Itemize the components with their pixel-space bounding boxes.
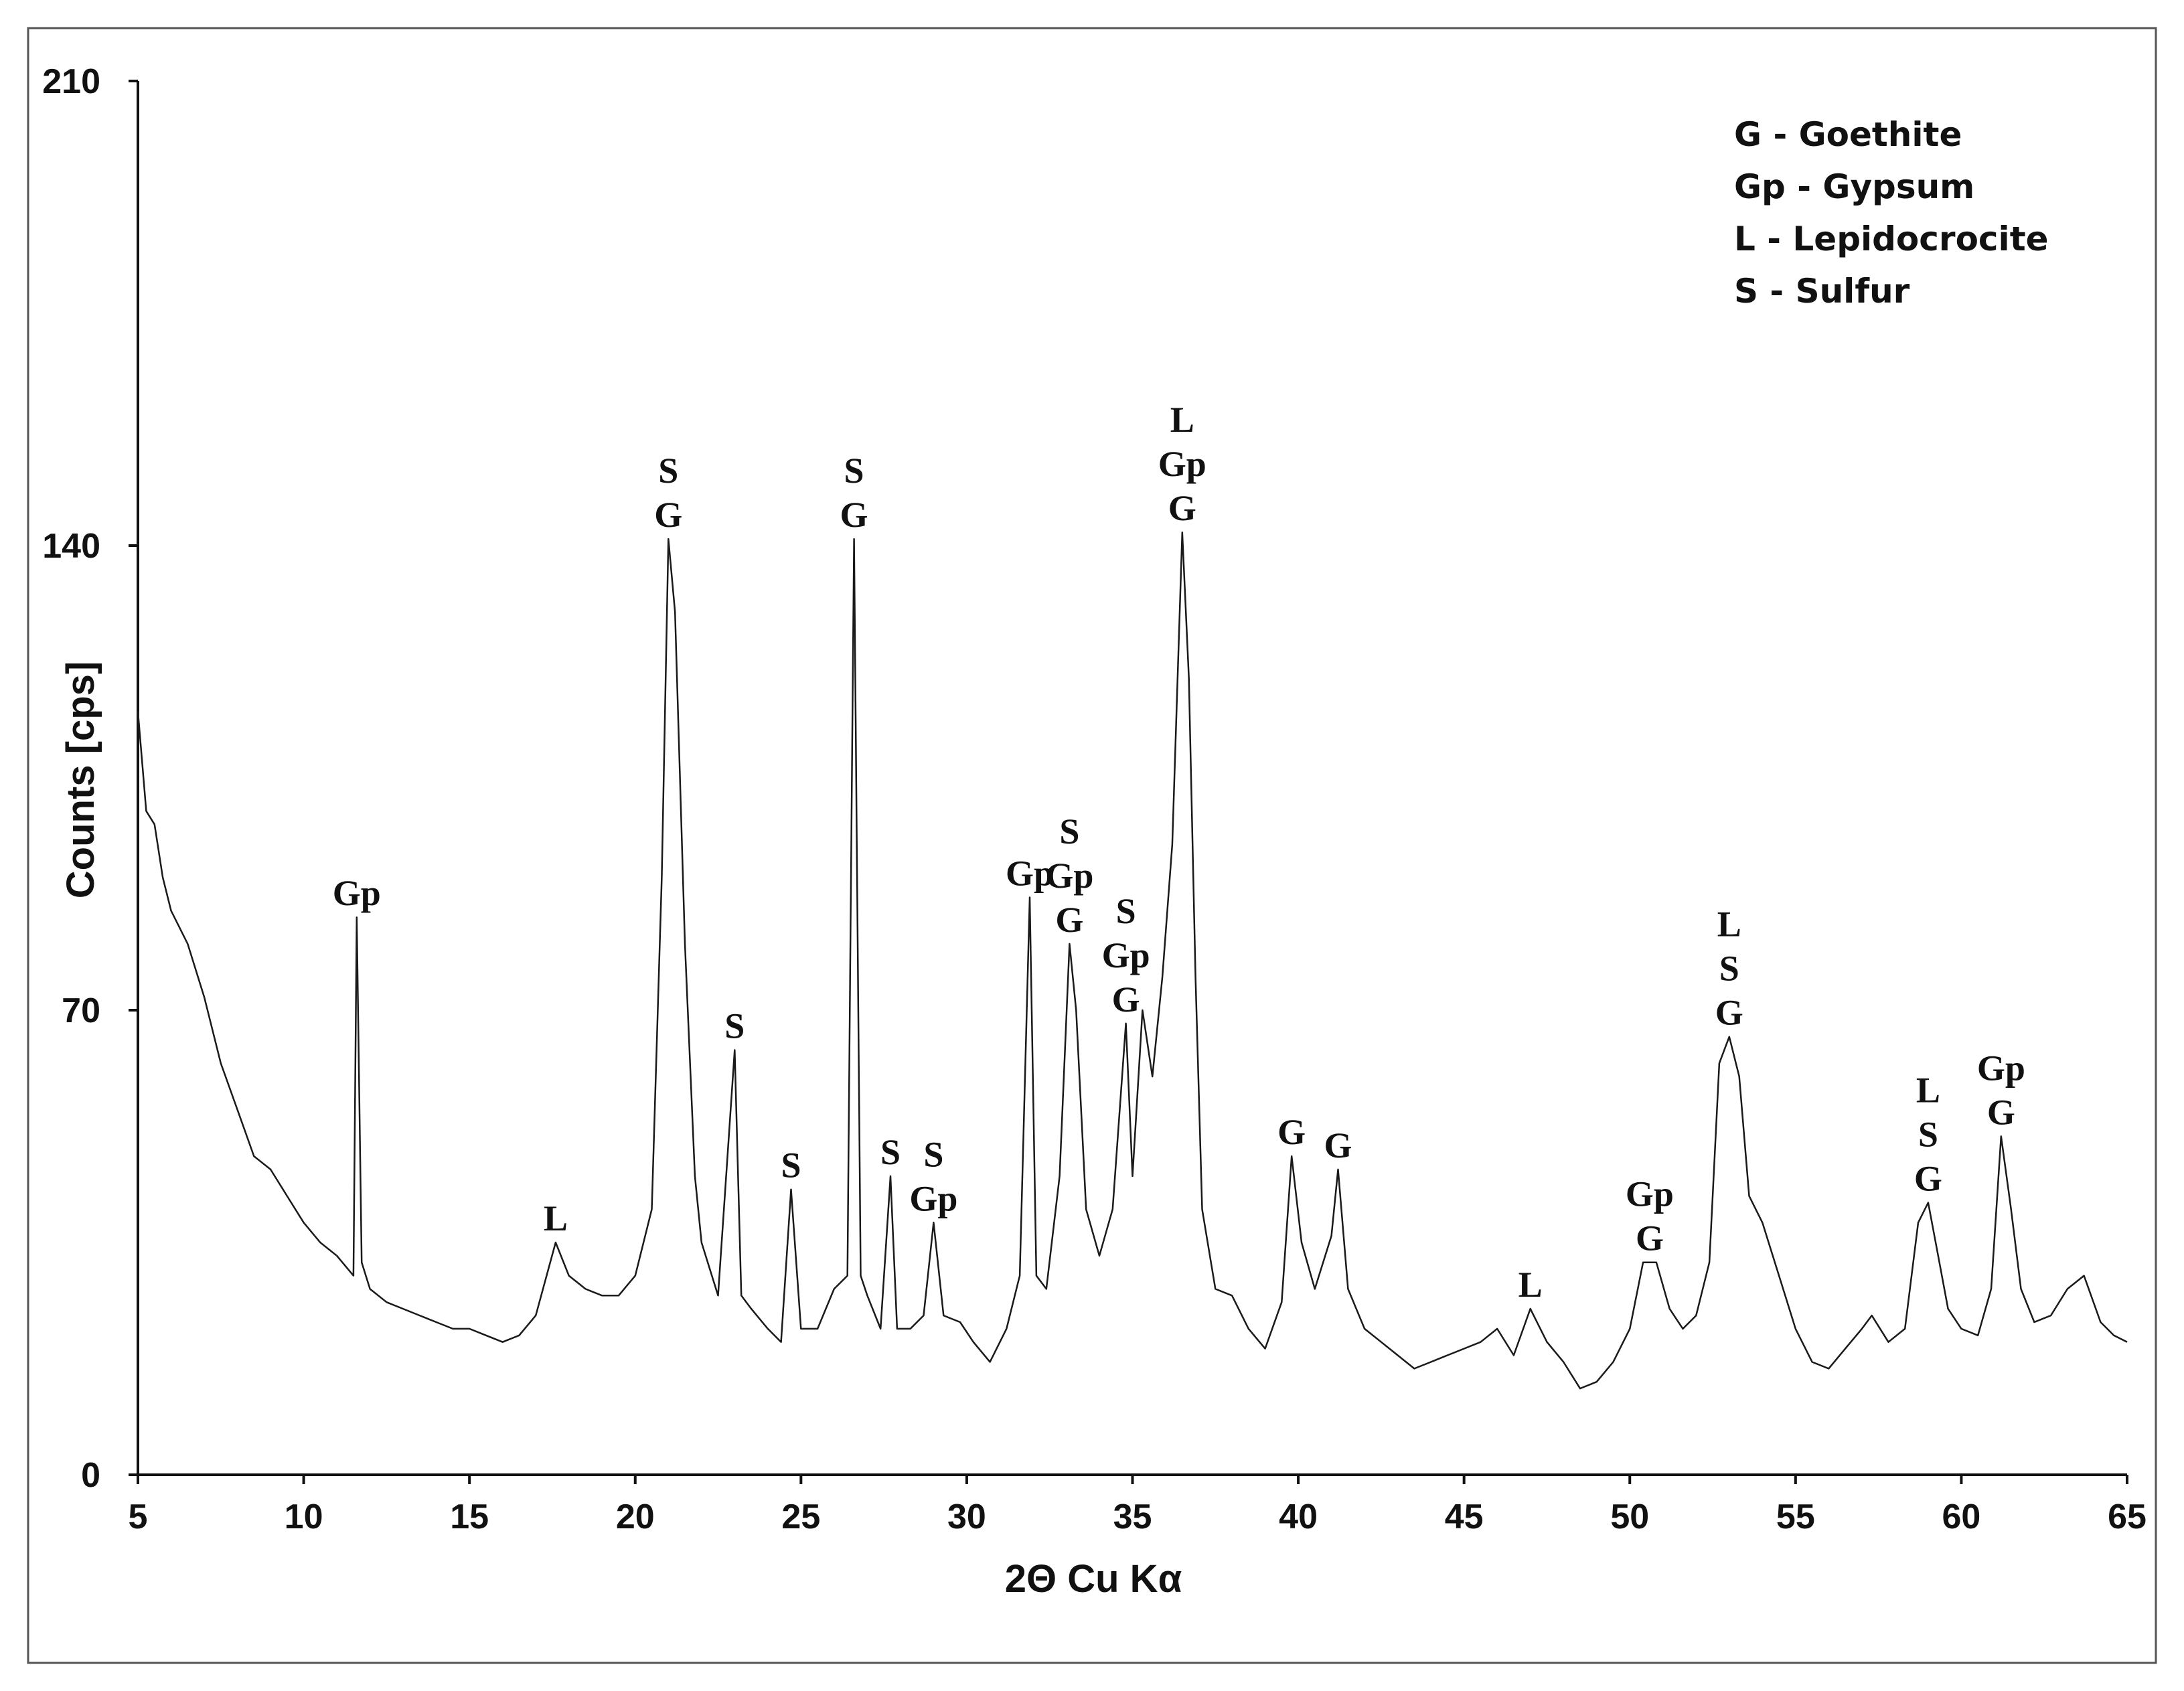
x-tick-label: 50 [1610,1498,1649,1536]
peak-label: S [1116,891,1136,931]
x-tick-label: 40 [1279,1498,1318,1536]
y-tick-label: 70 [62,991,100,1030]
peak-label: L [544,1198,568,1238]
peak-annotation: G [1324,1125,1352,1165]
x-tick-label: 45 [1445,1498,1484,1536]
peak-label: L [1916,1070,1940,1111]
peak-annotation: SG [654,451,682,535]
peak-annotation: L [1518,1265,1543,1305]
x-tick-label: 25 [781,1498,820,1536]
legend-text: L - Lepidocrocite [1734,220,2049,258]
x-tick-label: 60 [1942,1498,1980,1536]
peak-label: S [658,451,678,491]
peak-annotation: S [724,1005,745,1046]
peak-annotation: LSG [1715,904,1743,1033]
peak-label: Gp [1158,444,1206,484]
peak-label: S [1918,1115,1938,1155]
peak-annotation: L [544,1198,568,1238]
x-tick-label: 10 [285,1498,323,1536]
peak-label: Gp [1006,853,1054,893]
peak-label: Gp [909,1178,957,1218]
peak-label: L [1170,400,1194,440]
frame [27,27,2157,1664]
peak-label: G [1715,993,1743,1033]
peak-label: Gp [333,873,381,913]
peak-label: S [1719,949,1739,989]
peak-label: Gp [1045,856,1093,896]
peak-label: G [654,495,682,535]
y-axis-title: Counts [cps] [59,661,102,898]
x-tick-label: 30 [947,1498,986,1536]
x-tick-label: 65 [2108,1498,2147,1536]
peak-annotation: GpG [1626,1174,1674,1259]
diffraction-line [137,531,2128,1390]
peak-annotation: SGp [909,1134,957,1218]
peak-label: S [724,1005,745,1046]
x-tick-label: 15 [450,1498,489,1536]
peak-label: G [1168,488,1196,528]
peak-label: S [844,451,864,491]
peak-label: G [1112,979,1140,1020]
peak-label: S [880,1132,901,1172]
peak-label: S [781,1145,801,1186]
peak-label: S [1059,811,1079,852]
legend-text: Gp - Gypsum [1734,167,1974,206]
legend-text: S - Sulfur [1734,272,1910,311]
peak-label: L [1518,1265,1543,1305]
x-axis-title: 2Θ Cu Kα [1005,1557,1182,1601]
peak-annotation: S [781,1145,801,1186]
peak-label: Gp [1626,1174,1674,1214]
peak-label: G [1987,1092,2015,1132]
y-tick-label: 0 [81,1456,100,1495]
peak-label: G [1914,1159,1942,1199]
y-tick-label: 210 [42,62,100,101]
peak-annotation: LSG [1914,1070,1942,1199]
legend-text: G - Goethite [1734,115,1962,154]
peak-annotation: SG [840,451,868,535]
peak-label: G [1055,900,1083,940]
peak-label: L [1717,904,1741,945]
peak-label: Gp [1977,1048,2025,1088]
y-tick-label: 140 [42,527,100,566]
peak-label: S [923,1134,943,1174]
x-tick-label: 5 [129,1498,148,1536]
peak-annotation: GpG [1977,1048,2025,1132]
peak-label: Gp [1102,935,1150,975]
peak-annotation: G [1277,1112,1306,1152]
peak-annotation: Gp [333,873,381,913]
x-tick-label: 20 [616,1498,655,1536]
peak-label: G [1636,1218,1664,1259]
x-tick-label: 55 [1776,1498,1815,1536]
peak-annotation: Gp [1006,853,1054,893]
peak-label: G [840,495,868,535]
x-tick-label: 35 [1113,1498,1152,1536]
peak-label: G [1324,1125,1352,1165]
peak-label: G [1277,1112,1306,1152]
peak-annotation: S [880,1132,901,1172]
